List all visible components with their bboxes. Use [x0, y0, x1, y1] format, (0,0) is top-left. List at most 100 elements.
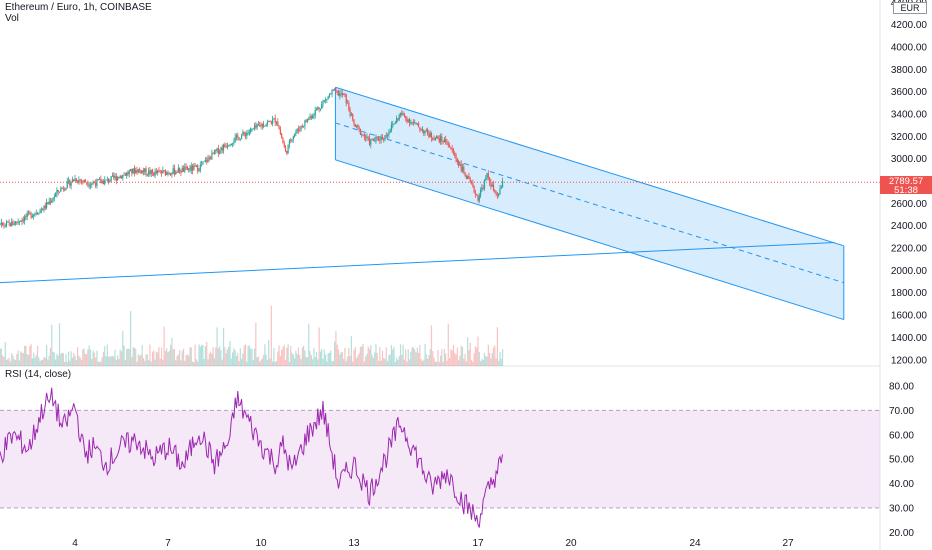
candle-body: [200, 164, 203, 166]
candle-body: [25, 216, 27, 218]
candle-body: [0, 223, 1, 225]
candle-body: [107, 178, 110, 182]
volume-bar: [399, 344, 402, 366]
candle-body: [334, 89, 336, 91]
volume-bar: [133, 347, 136, 366]
candle-body: [177, 167, 179, 173]
volume-bar: [451, 350, 453, 366]
currency-label[interactable]: EUR: [893, 2, 927, 14]
candle-body: [228, 145, 230, 147]
volume-bar: [82, 349, 84, 366]
candle-body: [18, 221, 21, 222]
candle-body: [398, 115, 400, 120]
candle-body: [24, 216, 26, 221]
volume-bar: [401, 355, 403, 366]
candle-body: [208, 157, 210, 159]
volume-bar: [393, 347, 395, 366]
candle-body: [253, 125, 256, 129]
volume-bar: [135, 348, 137, 366]
volume-bar: [11, 353, 13, 366]
volume-bar: [317, 359, 319, 366]
candle-body: [251, 128, 253, 130]
volume-bar: [47, 359, 49, 366]
candle-body: [60, 188, 62, 192]
volume-bar: [27, 354, 30, 366]
candle-body: [47, 202, 49, 204]
candle-body: [420, 129, 422, 131]
volume-bar: [448, 358, 451, 366]
candle-body: [80, 180, 83, 182]
volume-bar: [66, 361, 68, 366]
candle-body: [193, 165, 195, 171]
volume-bar: [299, 355, 301, 366]
candle-body: [269, 120, 271, 122]
regression-channel[interactable]: [0, 86, 845, 321]
candle-body: [317, 107, 319, 110]
candle-body: [436, 136, 438, 139]
volume-bar: [322, 358, 324, 366]
volume-bar: [279, 355, 281, 366]
volume-bar: [415, 352, 417, 366]
volume-bar: [472, 361, 474, 366]
volume-bar: [481, 358, 483, 366]
volume-bar: [439, 355, 442, 366]
volume-bar: [42, 359, 44, 366]
volume-bar: [151, 351, 154, 366]
candle-body: [473, 185, 475, 193]
volume-bar: [403, 359, 405, 366]
candle-body: [411, 122, 413, 123]
price-tick-label: 4200.00: [891, 20, 928, 31]
candle-body: [197, 165, 199, 172]
volume-bar: [424, 344, 426, 366]
candle-body: [87, 183, 89, 186]
volume-bar: [433, 357, 435, 366]
candle-body: [340, 93, 342, 95]
candle-body: [202, 161, 204, 165]
candle-body: [105, 179, 107, 181]
volume-bar: [251, 348, 253, 366]
volume-bar: [117, 355, 119, 366]
time-tick-label: 4: [72, 538, 78, 549]
countdown-value: 51:38: [894, 185, 918, 196]
candle-body: [408, 119, 411, 124]
volume-bar: [335, 331, 337, 366]
candle-body: [182, 167, 185, 172]
candle-body: [390, 124, 393, 132]
volume-bar: [327, 353, 329, 366]
candle-body: [438, 138, 440, 143]
volume-bar: [107, 356, 110, 366]
candle-body: [399, 112, 402, 116]
candle-body: [283, 143, 285, 147]
volume-bar: [256, 357, 258, 366]
candle-body: [421, 129, 424, 131]
candle-body: [57, 190, 59, 192]
volume-bar: [51, 324, 53, 366]
candle-body: [169, 173, 172, 175]
volume-bar: [237, 353, 239, 366]
volume-bar: [83, 348, 85, 366]
volume-legend[interactable]: Vol: [5, 13, 19, 24]
volume-bar: [500, 358, 502, 366]
candle-body: [434, 138, 436, 141]
volume-bar: [181, 351, 183, 366]
candle-body: [469, 178, 471, 182]
volume-bar: [434, 361, 436, 366]
candle-body: [396, 118, 398, 123]
volume-bar: [233, 348, 235, 366]
volume-bar: [89, 349, 92, 366]
candle-body: [117, 177, 119, 181]
candle-body: [95, 183, 97, 186]
candle-body: [148, 170, 150, 175]
candle-body: [98, 179, 101, 181]
candle-body: [21, 219, 23, 222]
volume-bar: [455, 354, 457, 366]
rsi-legend[interactable]: RSI (14, close): [5, 369, 72, 380]
candle-body: [141, 170, 143, 174]
volume-bar: [221, 359, 223, 366]
candle-body: [330, 93, 332, 95]
candle-body: [31, 216, 33, 218]
candle-body: [151, 170, 154, 173]
symbol-title[interactable]: Ethereum / Euro, 1h, COINBASE: [5, 2, 152, 13]
candle-body: [383, 138, 385, 140]
